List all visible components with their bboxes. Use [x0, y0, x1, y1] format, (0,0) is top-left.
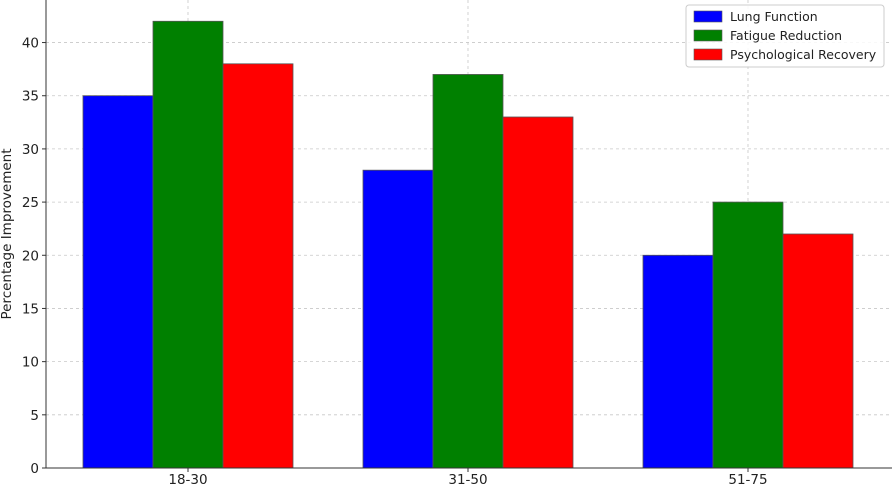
bar-fatigue-reduction-51-75 — [712, 201, 784, 469]
legend-label: Lung Function — [730, 9, 818, 24]
bars — [82, 20, 854, 469]
legend-swatch — [693, 48, 723, 61]
legend-label: Fatigue Reduction — [730, 28, 842, 43]
bar-lung-function-51-75 — [642, 254, 714, 469]
y-tick-label: 10 — [22, 355, 39, 371]
bar-psychological-recovery-51-75 — [782, 233, 854, 469]
bar-psychological-recovery-18-30 — [222, 63, 294, 469]
y-tick-label: 0 — [30, 461, 39, 477]
x-tick-label: 51-75 — [728, 472, 767, 485]
y-tick-label: 20 — [22, 248, 39, 264]
bar-fatigue-reduction-31-50 — [432, 74, 504, 469]
legend: Lung Function Fatigue Reduction Psychologi… — [685, 4, 885, 68]
y-axis-title: Percentage Improvement — [0, 148, 15, 319]
axes — [45, 0, 892, 469]
legend-swatch — [693, 29, 723, 42]
legend-label: Psychological Recovery — [730, 47, 877, 62]
legend-swatch — [693, 10, 723, 23]
bar-fatigue-reduction-18-30 — [152, 20, 224, 469]
y-tick-label: 25 — [22, 195, 39, 211]
y-tick-label: 30 — [22, 142, 39, 158]
bar-lung-function-18-30 — [82, 95, 154, 469]
bar-psychological-recovery-31-50 — [502, 116, 574, 469]
x-axis-ticks: 18-30 31-50 51-75 — [168, 468, 768, 485]
x-tick-label: 31-50 — [448, 472, 487, 485]
y-tick-label: 5 — [30, 408, 39, 424]
y-tick-label: 15 — [22, 301, 39, 317]
y-axis-ticks: 0 5 10 15 20 25 30 35 40 — [22, 36, 46, 477]
y-tick-label: 35 — [22, 89, 39, 105]
bar-lung-function-31-50 — [362, 169, 434, 469]
y-tick-label: 40 — [22, 36, 39, 52]
x-tick-label: 18-30 — [168, 472, 207, 485]
legend-frame — [685, 4, 885, 68]
